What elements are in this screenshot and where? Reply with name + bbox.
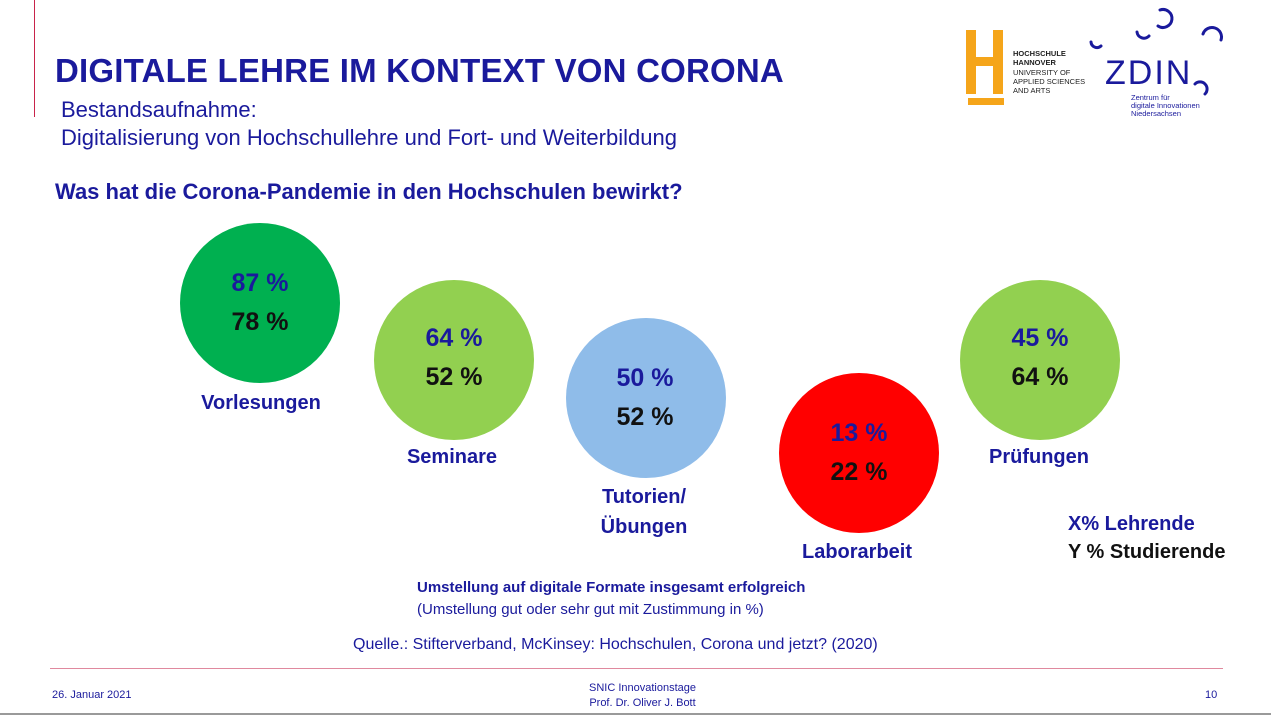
slide-subtitle-1: Bestandsaufnahme:	[61, 97, 257, 122]
legend-studierende: Y % Studierende	[1068, 541, 1226, 563]
footer-author: Prof. Dr. Oliver J. Bott	[589, 697, 696, 709]
value-lehrende-vorlesungen: 87 %	[231, 269, 289, 297]
value-lehrende-seminare: 64 %	[425, 324, 483, 352]
svg-text:digitale Innovationen: digitale Innovationen	[1131, 101, 1200, 110]
category-vorlesungen: Vorlesungen	[201, 392, 321, 414]
note-success: Umstellung auf digitale Formate insgesam…	[417, 579, 806, 596]
slide-subtitle-2: Digitalisierung von Hochschullehre und F…	[61, 125, 677, 150]
value-studierende-laborarbeit: 22 %	[830, 458, 888, 486]
value-studierende-seminare: 52 %	[425, 363, 483, 391]
footer-event-name: SNIC Innovationstage	[588, 682, 696, 694]
value-studierende-pruefungen: 64 %	[1011, 363, 1069, 391]
svg-text:UNIVERSITY OF: UNIVERSITY OF	[1013, 68, 1071, 77]
category-tutorien-line2: Übungen	[600, 516, 688, 538]
svg-text:HOCHSCHULE: HOCHSCHULE	[1013, 49, 1066, 58]
circle-seminare	[374, 280, 534, 440]
value-lehrende-pruefungen: 45 %	[1011, 324, 1069, 352]
svg-text:ZDIN: ZDIN	[1105, 54, 1192, 92]
note-explanation: (Umstellung gut oder sehr gut mit Zustim…	[417, 601, 764, 618]
bottom-bar	[0, 713, 1271, 715]
value-lehrende-laborarbeit: 13 %	[830, 419, 888, 447]
legend-lehrende: X% Lehrende	[1068, 513, 1195, 535]
source-citation: Quelle.: Stifterverband, McKinsey: Hochs…	[353, 636, 878, 653]
slide-question: Was hat die Corona-Pandemie in den Hochs…	[55, 179, 683, 204]
hochschule-hannover-logo: HOCHSCHULE HANNOVER UNIVERSITY OF APPLIE…	[966, 30, 1085, 105]
category-pruefungen: Prüfungen	[989, 446, 1089, 468]
circle-vorlesungen	[180, 223, 340, 383]
value-studierende-vorlesungen: 78 %	[231, 308, 289, 336]
svg-text:AND ARTS: AND ARTS	[1013, 86, 1050, 95]
svg-text:HANNOVER: HANNOVER	[1013, 58, 1057, 67]
svg-text:Niedersachsen: Niedersachsen	[1131, 109, 1181, 118]
svg-text:APPLIED SCIENCES: APPLIED SCIENCES	[1013, 77, 1085, 86]
category-tutorien-line1: Tutorien/	[601, 486, 687, 508]
circle-pruefungen	[960, 280, 1120, 440]
footer-date: 26. Januar 2021	[52, 689, 132, 701]
category-seminare: Seminare	[406, 446, 498, 468]
footer-divider	[50, 668, 1223, 669]
circle-tutorien	[566, 318, 726, 478]
category-laborarbeit: Laborarbeit	[801, 541, 913, 563]
category-tutorien: Tutorien/ Übungen	[544, 482, 744, 542]
slide-title: DIGITALE LEHRE IM KONTEXT VON CORONA	[55, 52, 784, 89]
value-lehrende-tutorien: 50 %	[616, 364, 674, 392]
zdin-logo: ZDIN Zentrum für digitale Innovationen N…	[1089, 8, 1223, 118]
footer-page-number: 10	[1205, 689, 1218, 701]
svg-text:Zentrum für: Zentrum für	[1131, 93, 1170, 102]
circle-laborarbeit	[779, 373, 939, 533]
value-studierende-tutorien: 52 %	[616, 403, 674, 431]
footer-event: SNIC Innovationstage Prof. Dr. Oliver J.…	[560, 681, 725, 711]
accent-line	[34, 0, 35, 117]
